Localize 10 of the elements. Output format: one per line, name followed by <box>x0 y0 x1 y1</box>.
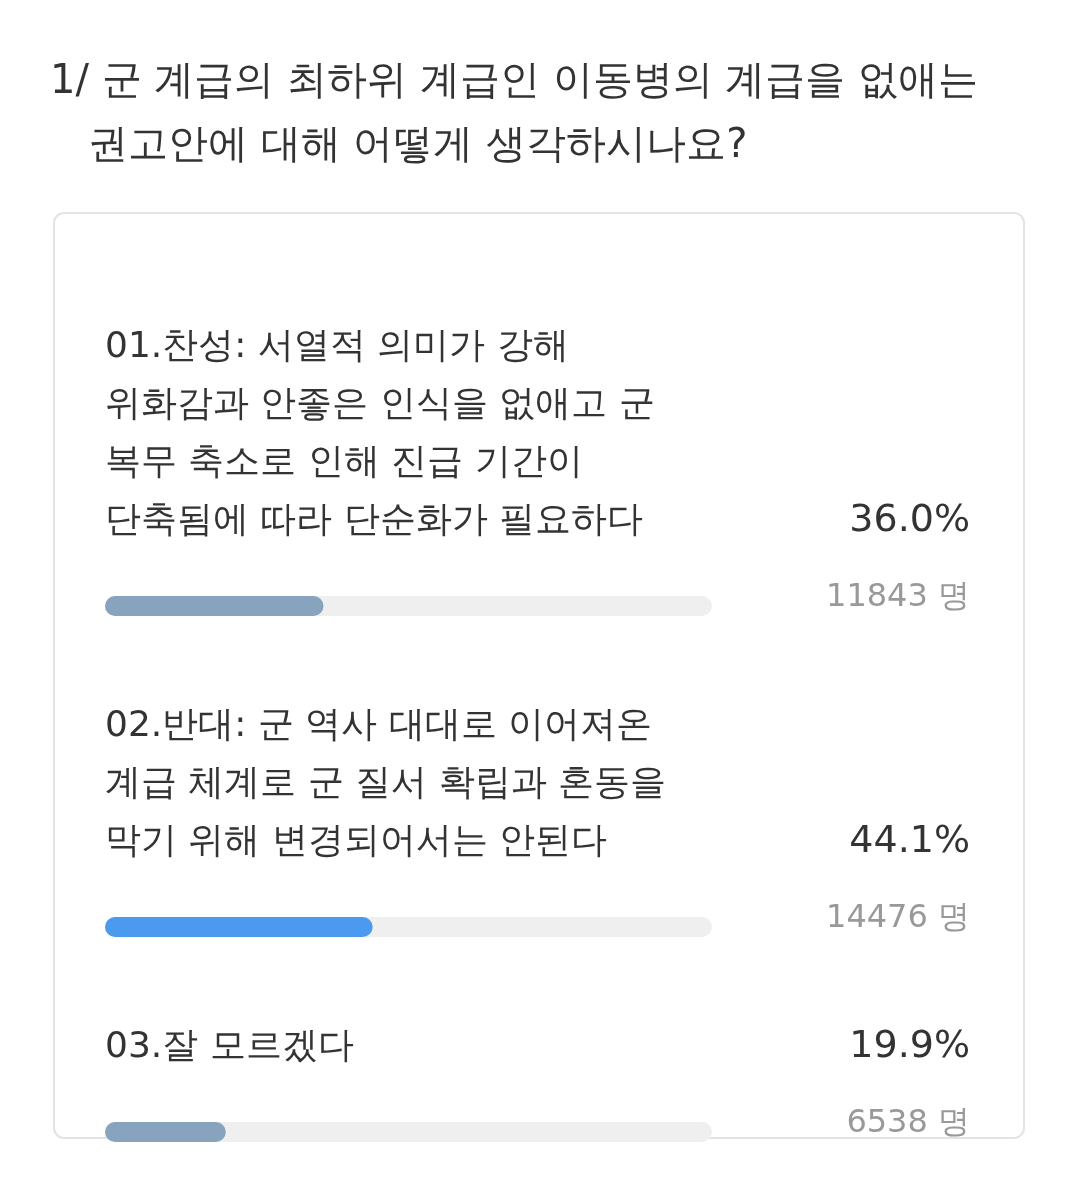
text: 6538 명 <box>846 1102 970 1140</box>
y-tick-label: 02.반대: 군 역사 대대로 이어져온 계급 체계로 군 질서 확립과 혼동을 막기 위해 변경되어서는 안된다 <box>105 703 667 860</box>
text: 11843 명 <box>826 576 970 614</box>
text: 14476 명 <box>826 897 970 935</box>
y-tick-label: 01.찬성: 서열적 의미가 강해 위화감과 안좋은 인식을 없애고 군 복무 축소로 인해 진급 기간이 단축됨에 따라 단순화가 필요하다 <box>105 324 655 539</box>
chart-title: 1/ 군 계급의 최하위 계급인 이동병의 계급을 없애는 권고안에 대해 어떻게 생각하시나요? <box>50 56 978 166</box>
data-label: 19.9% <box>849 1022 970 1066</box>
data-label: 36.0% <box>849 496 970 540</box>
data-label: 44.1% <box>849 817 970 861</box>
y-tick-label: 03.잘 모르겠다 <box>105 1024 354 1065</box>
